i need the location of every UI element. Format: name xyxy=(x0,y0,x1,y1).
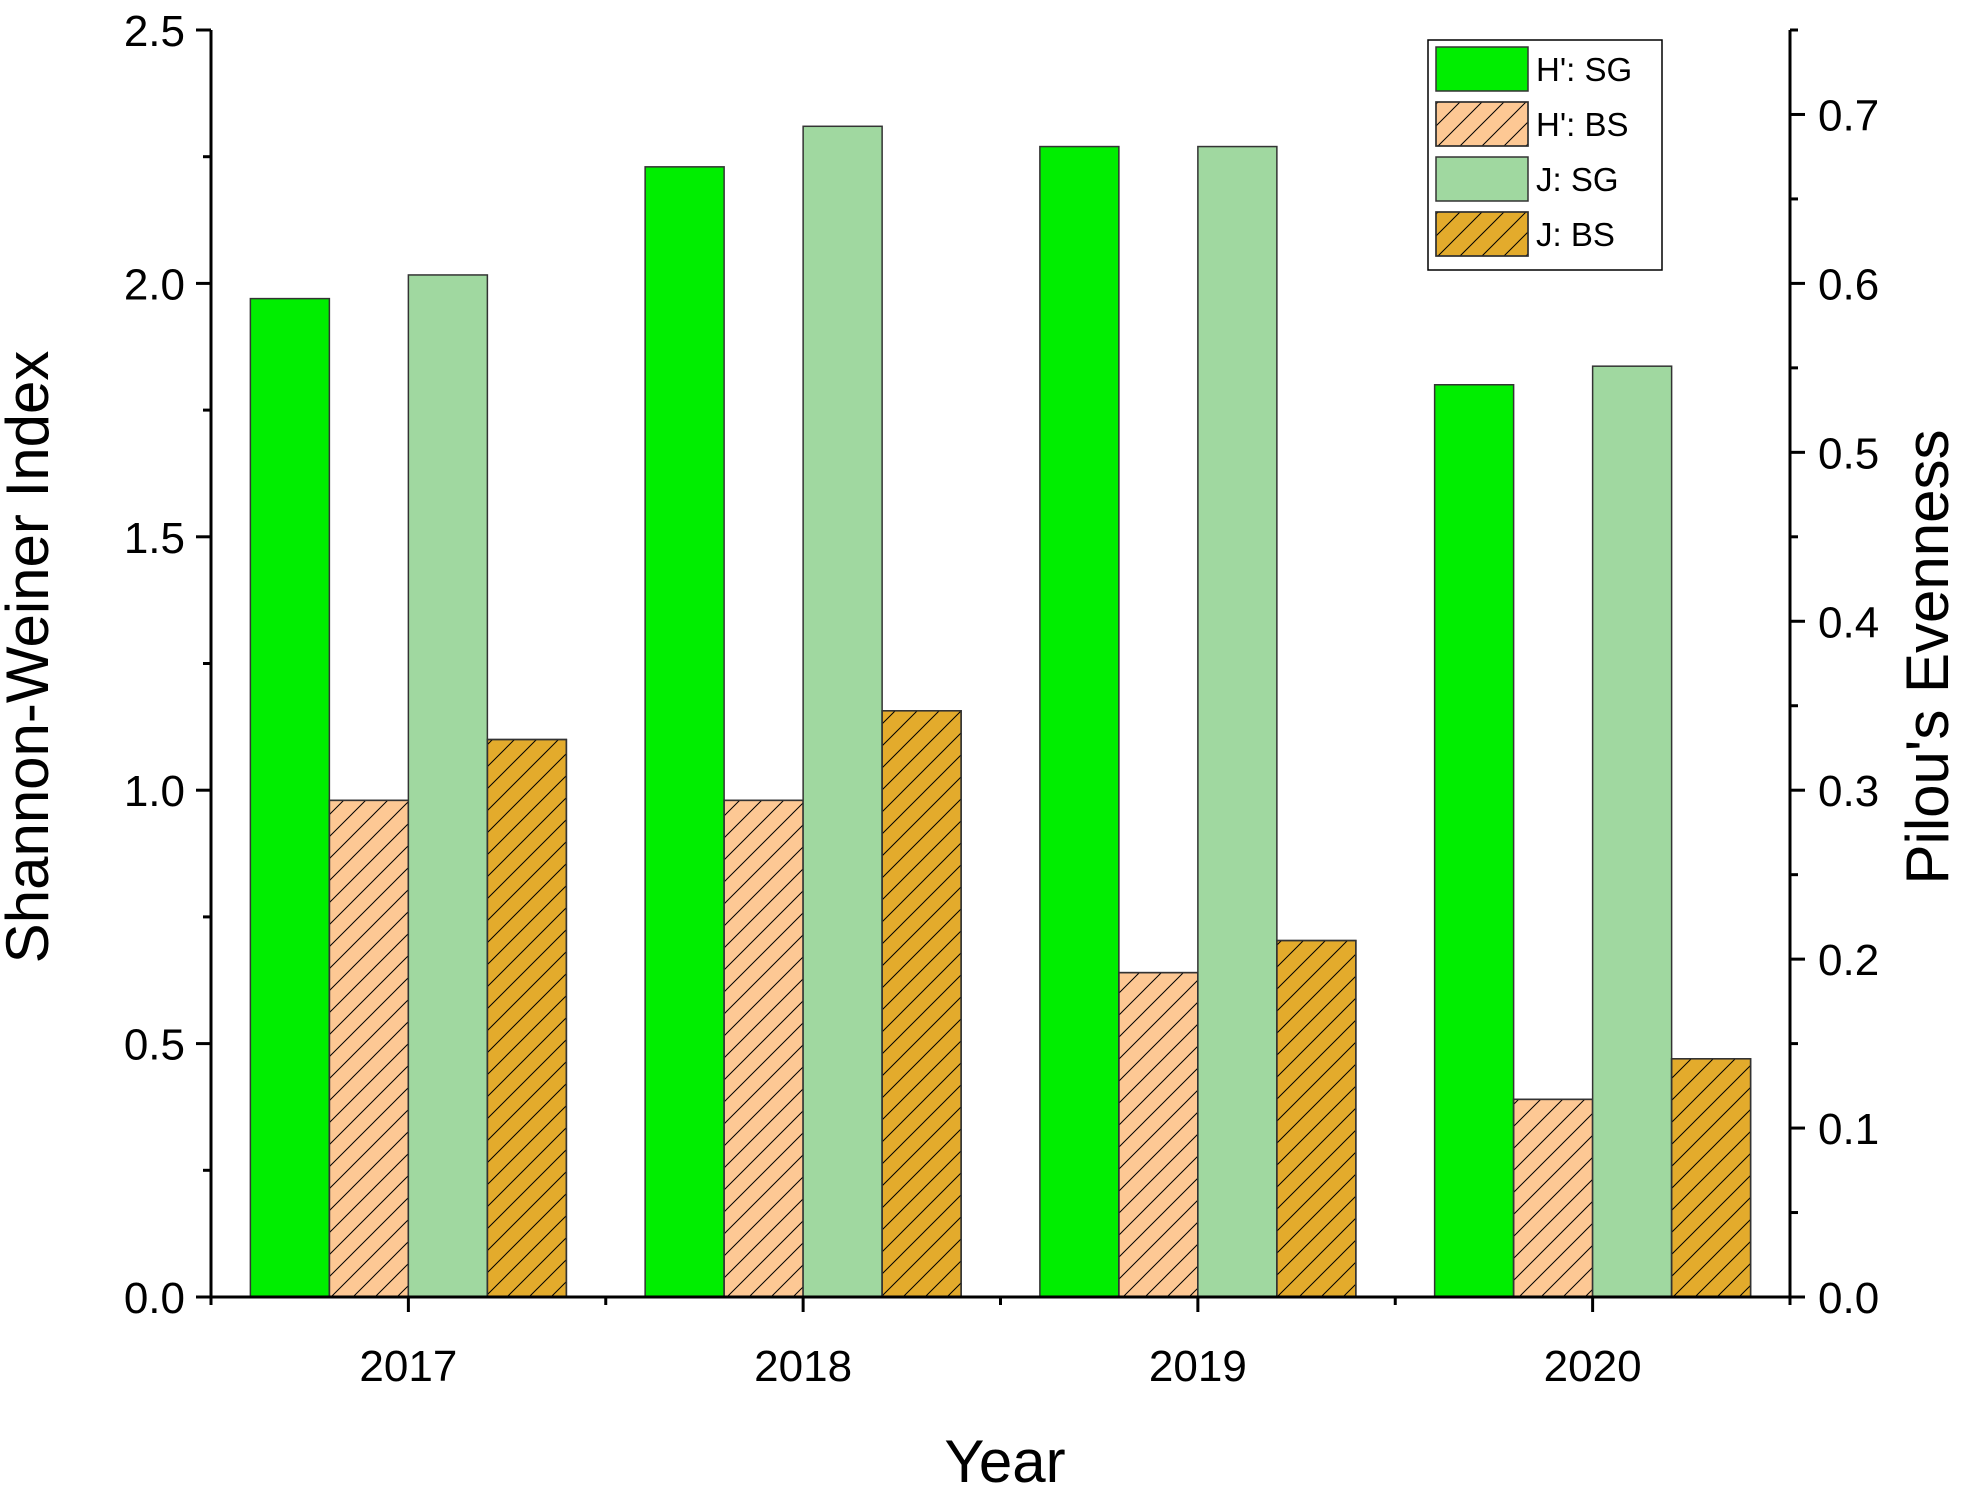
bar-J: SG-2017[interactable] xyxy=(407,274,489,1298)
y-tick-label: 0.0 xyxy=(124,1274,185,1323)
y2-tick-label: 0.7 xyxy=(1818,91,1879,140)
y2-tick-label: 0.6 xyxy=(1818,260,1879,309)
legend-label: H': BS xyxy=(1536,106,1629,143)
bar-hatch-H': BS-2017 xyxy=(328,799,410,1298)
bar-hatch-H': BS-2018 xyxy=(723,799,804,1298)
y2-tick-label: 0.5 xyxy=(1818,429,1879,478)
bar-H': SG-2020[interactable] xyxy=(1433,384,1515,1298)
bar-H': SG-2019[interactable] xyxy=(1039,145,1120,1298)
legend-swatch-hatch-H': BS xyxy=(1435,101,1529,147)
bar-H': SG-2018[interactable] xyxy=(644,166,725,1298)
legend-label: J: SG xyxy=(1536,161,1619,198)
x-tick-label: 2019 xyxy=(1149,1342,1247,1391)
legend: H': SG H': BS J: SG J: BS xyxy=(1427,39,1663,271)
bar-H': SG-2017[interactable] xyxy=(249,297,331,1298)
bar-hatch-J: BS-2017 xyxy=(486,738,568,1298)
y2-tick-label: 0.4 xyxy=(1818,598,1879,647)
bar-hatch-J: BS-2018 xyxy=(881,710,962,1298)
x-tick-label: 2020 xyxy=(1544,1342,1642,1391)
bar-J: SG-2020[interactable] xyxy=(1591,365,1673,1298)
legend-swatch-hatch-J: BS xyxy=(1435,211,1529,257)
y-tick-label: 2.5 xyxy=(124,7,185,56)
y-tick-label: 1.0 xyxy=(124,767,185,816)
y2-tick-label: 0.0 xyxy=(1818,1274,1879,1323)
x-axis-title: Year xyxy=(944,1428,1065,1492)
legend-label: J: BS xyxy=(1536,216,1615,253)
bar-J: SG-2019[interactable] xyxy=(1197,145,1278,1298)
bar-hatch-H': BS-2019 xyxy=(1118,971,1199,1298)
bar-J: SG-2018[interactable] xyxy=(802,125,883,1298)
y2-axis-title: Pilou's Evenness xyxy=(1894,429,1961,884)
legend-swatch-J: SG xyxy=(1435,156,1529,202)
axes-layer: 0.0 0.5 1.0 1.5 2.0 2.5 0.0 0.1 0.2 0.3 0.4 0.5 0.6 0… xyxy=(124,7,1879,1391)
legend-label: H': SG xyxy=(1536,51,1632,88)
y2-tick-label: 0.3 xyxy=(1818,767,1879,816)
y-tick-label: 2.0 xyxy=(124,260,185,309)
x-tick-label: 2018 xyxy=(754,1342,852,1391)
legend-swatch-H': SG xyxy=(1435,46,1529,92)
x-tick-label: 2017 xyxy=(359,1342,457,1391)
y2-tick-label: 0.2 xyxy=(1818,936,1879,985)
y2-tick-label: 0.1 xyxy=(1818,1105,1879,1154)
bars-layer xyxy=(249,125,1752,1298)
bar-hatch-J: BS-2020 xyxy=(1670,1058,1752,1298)
y-tick-label: 1.5 xyxy=(124,514,185,563)
bar-hatch-H': BS-2020 xyxy=(1512,1098,1594,1298)
y-axis-title: Shannon-Weiner Index xyxy=(0,351,61,964)
y-tick-label: 0.5 xyxy=(124,1021,185,1070)
bar-hatch-J: BS-2019 xyxy=(1276,939,1357,1298)
